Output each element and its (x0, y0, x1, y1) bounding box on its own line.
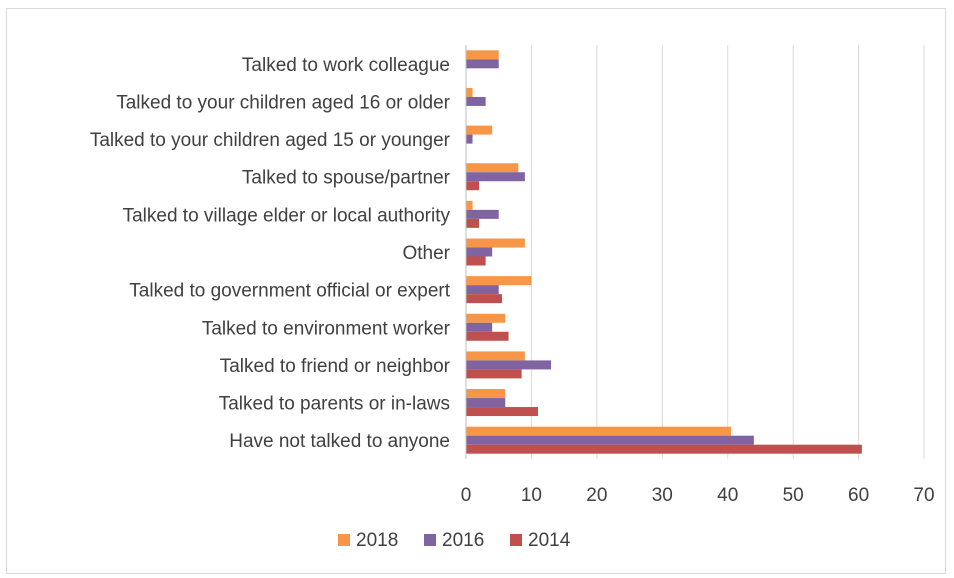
x-tick-labels: 0 10 20 30 40 50 60 70 (461, 485, 935, 506)
bars (466, 50, 862, 454)
x-tick-label: 0 (461, 485, 472, 506)
bar-2018-4 (466, 200, 473, 210)
bar-2016-4 (466, 209, 499, 219)
bar-2014-3 (466, 181, 480, 191)
bar-2014-6 (466, 294, 502, 304)
category-label: Talked to parents or in-laws (219, 394, 450, 415)
bar-2018-9 (466, 389, 506, 399)
bar-2016-6 (466, 285, 499, 295)
category-label: Talked to environment worker (202, 318, 451, 339)
x-tick-label: 20 (586, 485, 607, 506)
x-tick-label: 50 (783, 485, 804, 506)
bar-2014-8 (466, 369, 522, 379)
bar-2018-3 (466, 163, 519, 173)
category-label: Talked to village elder or local authori… (123, 205, 451, 226)
gridlines (530, 45, 925, 459)
bar-2016-10 (466, 435, 754, 445)
bar-2014-4 (466, 218, 480, 228)
bar-2018-8 (466, 351, 525, 361)
bar-2014-10 (466, 444, 862, 454)
bar-chart: Talked to work colleague Talked to your c… (90, 45, 935, 551)
legend-swatch-2018 (338, 534, 350, 546)
x-tick-label: 70 (913, 485, 934, 506)
bar-2018-1 (466, 87, 473, 97)
legend-swatch-2016 (424, 534, 436, 546)
chart-frame: Talked to work colleague Talked to your c… (6, 8, 946, 574)
bar-2018-6 (466, 276, 532, 286)
bar-2016-1 (466, 96, 486, 106)
bar-2016-2 (466, 134, 473, 144)
bar-2016-0 (466, 59, 499, 69)
legend-swatch-2014 (510, 534, 522, 546)
category-label: Have not talked to anyone (229, 431, 450, 452)
bar-2018-5 (466, 238, 525, 248)
bar-2018-7 (466, 313, 506, 323)
bar-2018-2 (466, 125, 493, 135)
legend-label: 2018 (356, 530, 398, 551)
x-tick-label: 30 (652, 485, 673, 506)
x-tick-label: 40 (717, 485, 738, 506)
bar-2018-0 (466, 50, 499, 60)
category-labels: Talked to work colleague Talked to your c… (90, 55, 451, 452)
bar-2016-7 (466, 322, 493, 332)
category-label: Talked to your children aged 15 or young… (90, 130, 451, 151)
x-tick-label: 60 (848, 485, 869, 506)
category-label: Talked to government official or expert (129, 281, 450, 302)
bar-2014-7 (466, 331, 509, 341)
bar-2014-9 (466, 407, 538, 417)
bar-2014-5 (466, 256, 486, 266)
bar-2016-5 (466, 247, 493, 257)
legend-label: 2014 (528, 530, 571, 551)
bar-2016-8 (466, 360, 552, 370)
bar-2018-10 (466, 426, 731, 436)
legend: 2018 2016 2014 (338, 530, 571, 551)
category-label: Talked to spouse/partner (242, 168, 451, 189)
category-label: Talked to work colleague (242, 55, 450, 76)
category-label: Other (402, 243, 450, 264)
bar-2016-9 (466, 398, 506, 408)
bar-2016-3 (466, 172, 525, 182)
x-tick-label: 10 (521, 485, 542, 506)
category-label: Talked to friend or neighbor (220, 356, 451, 377)
legend-label: 2016 (442, 530, 484, 551)
category-label: Talked to your children aged 16 or older (116, 92, 450, 113)
